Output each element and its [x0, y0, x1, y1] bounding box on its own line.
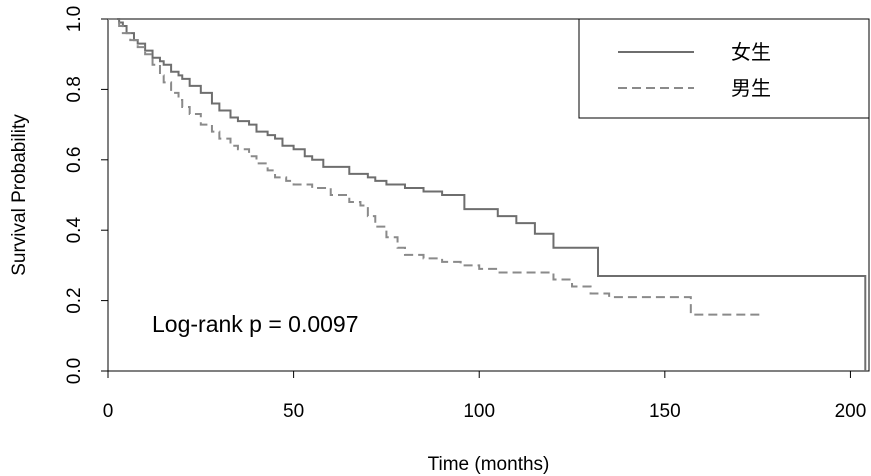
y-tick-label: 0.8	[64, 76, 85, 102]
x-tick-label: 150	[649, 401, 681, 422]
y-tick-label: 0.6	[64, 147, 85, 173]
series-layer	[108, 18, 867, 371]
x-tick-label: 100	[463, 401, 495, 422]
y-axis-label: Survival Probability	[9, 114, 30, 276]
x-tick-label: 200	[835, 401, 867, 422]
series-line-2	[108, 18, 762, 316]
y-tick-label: 0.4	[64, 217, 85, 244]
y-tick-label: 0.0	[64, 358, 85, 384]
legend-box	[578, 18, 870, 119]
x-axis-label: Time (months)	[428, 454, 550, 475]
y-tick-label: 1.0	[64, 6, 85, 32]
legend-label-2: 男生	[731, 76, 771, 100]
axes: 0 50 100 150 200 0.0 0.2 0.4 0.6 0.8 1.0	[64, 6, 870, 422]
series-line-1	[108, 18, 867, 371]
plot-frame	[107, 18, 870, 372]
x-tick-label: 50	[283, 401, 304, 422]
y-tick-label: 0.2	[64, 287, 85, 313]
log-rank-annotation: Log-rank p = 0.0097	[152, 311, 359, 337]
x-tick-label: 0	[103, 401, 114, 422]
legend-label-1: 女生	[731, 40, 771, 64]
